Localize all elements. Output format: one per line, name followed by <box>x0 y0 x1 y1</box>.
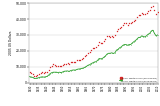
Y-axis label: 2005 US Dollars: 2005 US Dollars <box>9 31 13 55</box>
Legend: US Per Capita Income (2005 dollars), NC Per Capita Income (2005 dollars): US Per Capita Income (2005 dollars), NC … <box>119 77 157 82</box>
